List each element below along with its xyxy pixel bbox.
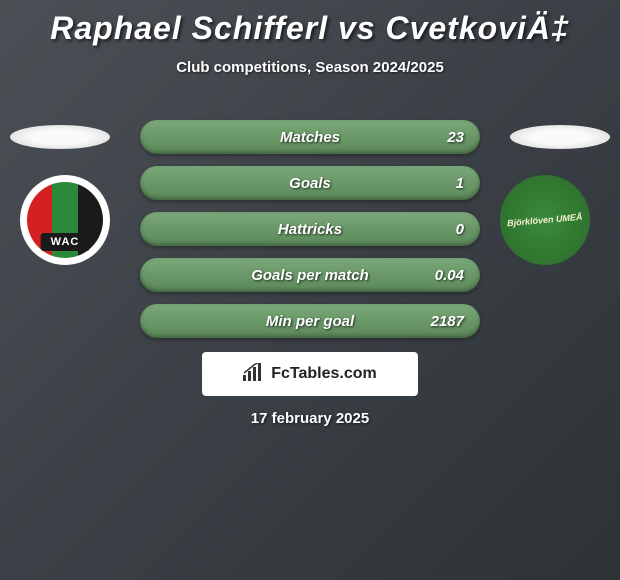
wac-label: WAC [41, 233, 90, 251]
stat-row-goals-per-match: Goals per match 0.04 [140, 258, 480, 292]
stat-value: 0 [456, 221, 464, 238]
chart-icon [243, 363, 265, 386]
page-title: Raphael Schifferl vs CvetkoviÄ‡ [0, 0, 620, 47]
date-text: 17 february 2025 [0, 410, 620, 427]
stat-label: Matches [280, 129, 340, 146]
wac-badge: WAC [20, 175, 110, 265]
stat-row-goals: Goals 1 [140, 166, 480, 200]
stat-value: 1 [456, 175, 464, 192]
stat-row-matches: Matches 23 [140, 120, 480, 154]
stat-row-min-per-goal: Min per goal 2187 [140, 304, 480, 338]
stats-container: Matches 23 Goals 1 Hattricks 0 Goals per… [140, 120, 480, 350]
bjorkloven-badge: Björklöven UMEÅ [500, 175, 590, 265]
stat-label: Goals per match [251, 267, 369, 284]
stat-label: Min per goal [266, 313, 354, 330]
player-marker-right [510, 125, 610, 149]
stat-value: 0.04 [435, 267, 464, 284]
subtitle: Club competitions, Season 2024/2025 [0, 59, 620, 76]
stat-value: 2187 [431, 313, 464, 330]
stat-row-hattricks: Hattricks 0 [140, 212, 480, 246]
player-marker-left [10, 125, 110, 149]
footer-brand: FcTables.com [202, 352, 418, 396]
club-badge-right: Björklöven UMEÅ [500, 175, 600, 265]
stat-label: Goals [289, 175, 331, 192]
stat-value: 23 [447, 129, 464, 146]
brand-text: FcTables.com [271, 365, 377, 383]
stat-label: Hattricks [278, 221, 342, 238]
club-badge-left: WAC [20, 175, 120, 265]
bjorkloven-text: Björklöven UMEÅ [507, 211, 583, 228]
